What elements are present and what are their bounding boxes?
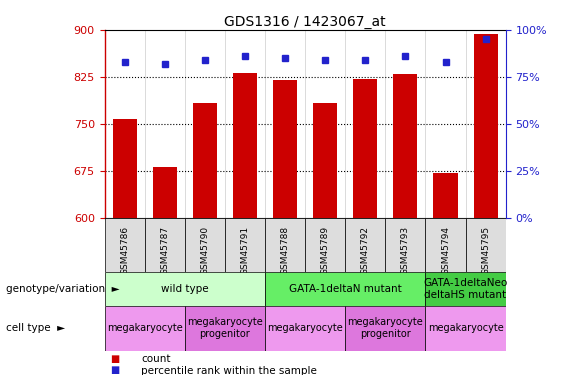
Bar	[385, 217, 425, 272]
Text: GSM45791: GSM45791	[241, 226, 249, 275]
Bar	[185, 306, 265, 351]
Text: GATA-1deltaN mutant: GATA-1deltaN mutant	[289, 284, 402, 294]
Bar	[345, 306, 425, 351]
Bar	[265, 217, 305, 272]
Bar	[433, 172, 458, 217]
Bar	[466, 217, 506, 272]
Text: GATA-1deltaNeo
deltaHS mutant: GATA-1deltaNeo deltaHS mutant	[423, 278, 508, 300]
Text: GSM45793: GSM45793	[401, 226, 410, 275]
Text: GSM45792: GSM45792	[361, 226, 370, 274]
Text: GSM45786: GSM45786	[120, 226, 129, 275]
Bar	[353, 79, 377, 218]
Text: megakaryocyte: megakaryocyte	[267, 323, 343, 333]
Text: GSM45788: GSM45788	[281, 226, 289, 275]
Text: ■: ■	[110, 354, 119, 364]
Text: cell type  ►: cell type ►	[6, 323, 65, 333]
Bar	[105, 306, 185, 351]
Text: GSM45795: GSM45795	[481, 226, 490, 275]
Bar	[265, 272, 425, 306]
Title: GDS1316 / 1423067_at: GDS1316 / 1423067_at	[224, 15, 386, 29]
Text: GSM45787: GSM45787	[160, 226, 169, 275]
Text: wild type: wild type	[161, 284, 208, 294]
Text: ■: ■	[110, 366, 119, 375]
Bar	[345, 217, 385, 272]
Bar	[153, 167, 177, 218]
Bar	[185, 217, 225, 272]
Bar	[233, 73, 257, 217]
Text: GSM45789: GSM45789	[321, 226, 329, 275]
Bar	[425, 272, 506, 306]
Text: GSM45794: GSM45794	[441, 226, 450, 274]
Text: genotype/variation  ►: genotype/variation ►	[6, 284, 119, 294]
Bar	[265, 306, 345, 351]
Bar	[425, 306, 506, 351]
Text: GSM45790: GSM45790	[201, 226, 209, 275]
Bar	[112, 119, 137, 218]
Bar	[305, 217, 345, 272]
Text: megakaryocyte
progenitor: megakaryocyte progenitor	[187, 317, 263, 339]
Bar	[313, 102, 337, 218]
Bar	[145, 217, 185, 272]
Text: count: count	[141, 354, 171, 364]
Text: megakaryocyte: megakaryocyte	[428, 323, 503, 333]
Bar	[105, 217, 145, 272]
Text: megakaryocyte: megakaryocyte	[107, 323, 182, 333]
Bar	[105, 272, 265, 306]
Bar	[425, 217, 466, 272]
Bar	[273, 80, 297, 218]
Text: percentile rank within the sample: percentile rank within the sample	[141, 366, 317, 375]
Bar	[473, 34, 498, 218]
Text: megakaryocyte
progenitor: megakaryocyte progenitor	[347, 317, 423, 339]
Bar	[193, 103, 217, 218]
Bar	[393, 74, 418, 217]
Bar	[225, 217, 265, 272]
